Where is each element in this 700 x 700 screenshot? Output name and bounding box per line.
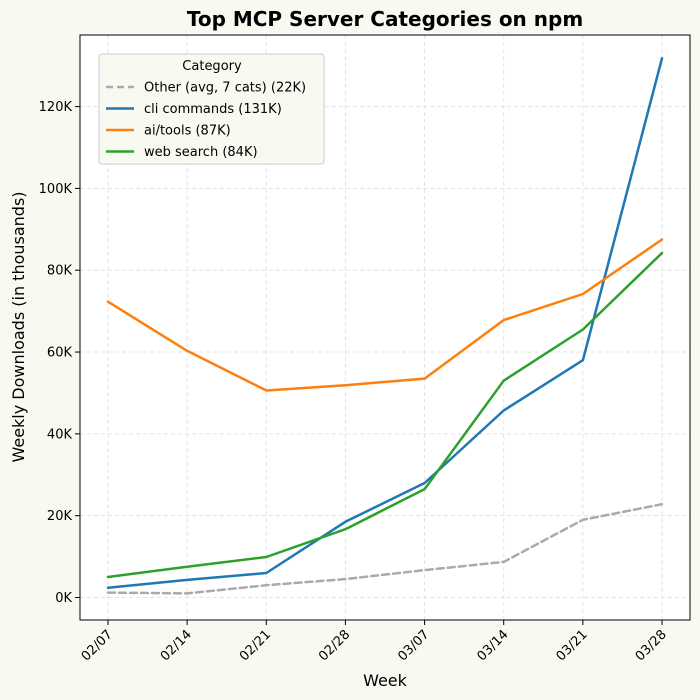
series-line-ai-tools bbox=[106, 238, 664, 392]
legend: Category Other (avg, 7 cats) (22K) cli co… bbox=[98, 53, 325, 165]
series-line-other bbox=[106, 502, 664, 595]
x-axis-title: Week bbox=[363, 671, 408, 690]
x-tick-label: 03/21 bbox=[554, 627, 591, 664]
legend-box bbox=[98, 53, 325, 165]
chart-title: Top MCP Server Categories on npm bbox=[187, 7, 583, 31]
x-tick-label: 03/07 bbox=[395, 627, 432, 664]
y-tick-label: 80K bbox=[47, 264, 73, 279]
y-tick-label: 120K bbox=[39, 100, 73, 115]
y-tick-label: 20K bbox=[47, 509, 73, 524]
y-tick-label: 60K bbox=[47, 346, 73, 361]
legend-title: Category bbox=[182, 59, 242, 74]
legend-item-label: cli commands (131K) bbox=[144, 102, 282, 117]
x-tick-label: 02/14 bbox=[158, 627, 195, 664]
legend-item-label: web search (84K) bbox=[144, 145, 258, 160]
legend-item-label: Other (avg, 7 cats) (22K) bbox=[144, 81, 306, 96]
x-axis: 02/07 02/14 02/21 02/28 03/07 03/14 03/21 03/28 bbox=[79, 620, 670, 664]
y-tick-label: 0K bbox=[55, 591, 72, 606]
x-tick-label: 03/28 bbox=[633, 627, 670, 664]
x-tick-label: 02/07 bbox=[79, 627, 116, 664]
series-layer bbox=[106, 57, 664, 595]
x-tick-label: 02/21 bbox=[237, 627, 274, 664]
x-tick-label: 02/28 bbox=[316, 627, 353, 664]
y-tick-label: 40K bbox=[47, 427, 73, 442]
plot-frame bbox=[79, 34, 691, 621]
series-line-web bbox=[106, 251, 664, 579]
x-tick-label: 03/14 bbox=[474, 627, 511, 664]
grid bbox=[80, 35, 690, 620]
y-axis-title: Weekly Downloads (in thousands) bbox=[9, 191, 28, 462]
y-axis: 0K 20K 40K 60K 80K 100K 120K bbox=[39, 100, 80, 606]
legend-item-label: ai/tools (87K) bbox=[144, 124, 231, 139]
series-line-cli bbox=[106, 57, 664, 589]
y-tick-label: 100K bbox=[39, 182, 73, 197]
